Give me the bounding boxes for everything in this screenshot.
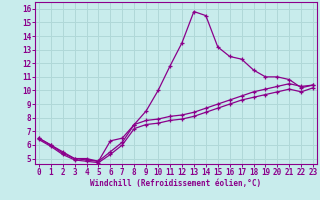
X-axis label: Windchill (Refroidissement éolien,°C): Windchill (Refroidissement éolien,°C) <box>91 179 261 188</box>
